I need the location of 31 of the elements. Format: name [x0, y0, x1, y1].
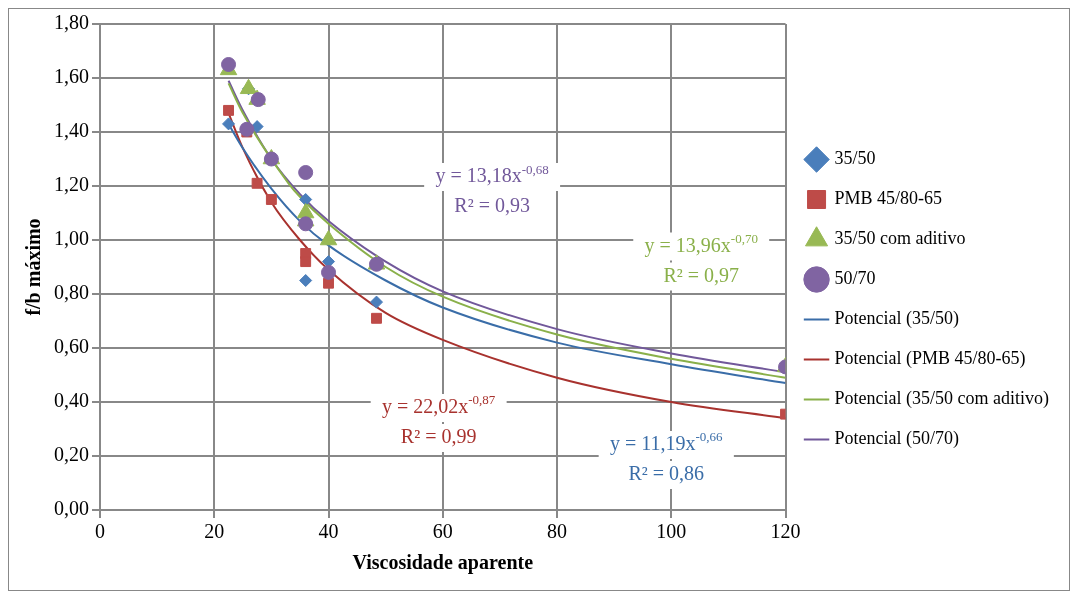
y-tick-label: 1,20 — [54, 173, 89, 196]
x-tick-label: 120 — [770, 520, 801, 543]
y-axis-title: f/b máximo — [22, 218, 45, 316]
x-axis-title: Viscosidade aparente — [352, 551, 534, 575]
x-tick-label: 100 — [656, 520, 687, 543]
legend-label: Potencial (35/50) — [834, 308, 960, 330]
y-tick-label: 0,40 — [54, 389, 89, 412]
y-tick-label: 1,00 — [54, 227, 89, 250]
annotation: R² = 0,93 — [454, 194, 530, 217]
y-tick-label: 1,80 — [54, 11, 89, 34]
legend-label: 35/50 com aditivo — [834, 228, 966, 249]
x-tick-label: 80 — [547, 520, 568, 543]
legend-label: 50/70 — [834, 268, 876, 289]
y-tick-label: 1,60 — [54, 65, 89, 88]
y-tick-label: 0,00 — [54, 497, 89, 520]
y-tick-label: 0,20 — [54, 443, 89, 466]
legend-label: 35/50 — [834, 148, 876, 169]
y-tick-label: 0,60 — [54, 335, 89, 358]
y-tick-label: 0,80 — [54, 281, 89, 304]
x-tick-label: 0 — [95, 520, 105, 543]
annotation: R² = 0,99 — [400, 425, 477, 448]
legend-label: PMB 45/80-65 — [834, 188, 943, 209]
x-tick-label: 40 — [318, 520, 339, 543]
legend-label: Potencial (50/70) — [834, 428, 960, 450]
x-tick-label: 20 — [204, 520, 225, 543]
legend-label: Potencial (35/50 com aditivo) — [834, 388, 1050, 410]
legend-label: Potencial (PMB 45/80-65) — [834, 348, 1026, 370]
annotation: R² = 0,97 — [663, 263, 740, 286]
x-tick-label: 60 — [432, 520, 453, 543]
annotation: R² = 0,86 — [628, 462, 705, 485]
y-tick-label: 1,40 — [54, 119, 89, 142]
